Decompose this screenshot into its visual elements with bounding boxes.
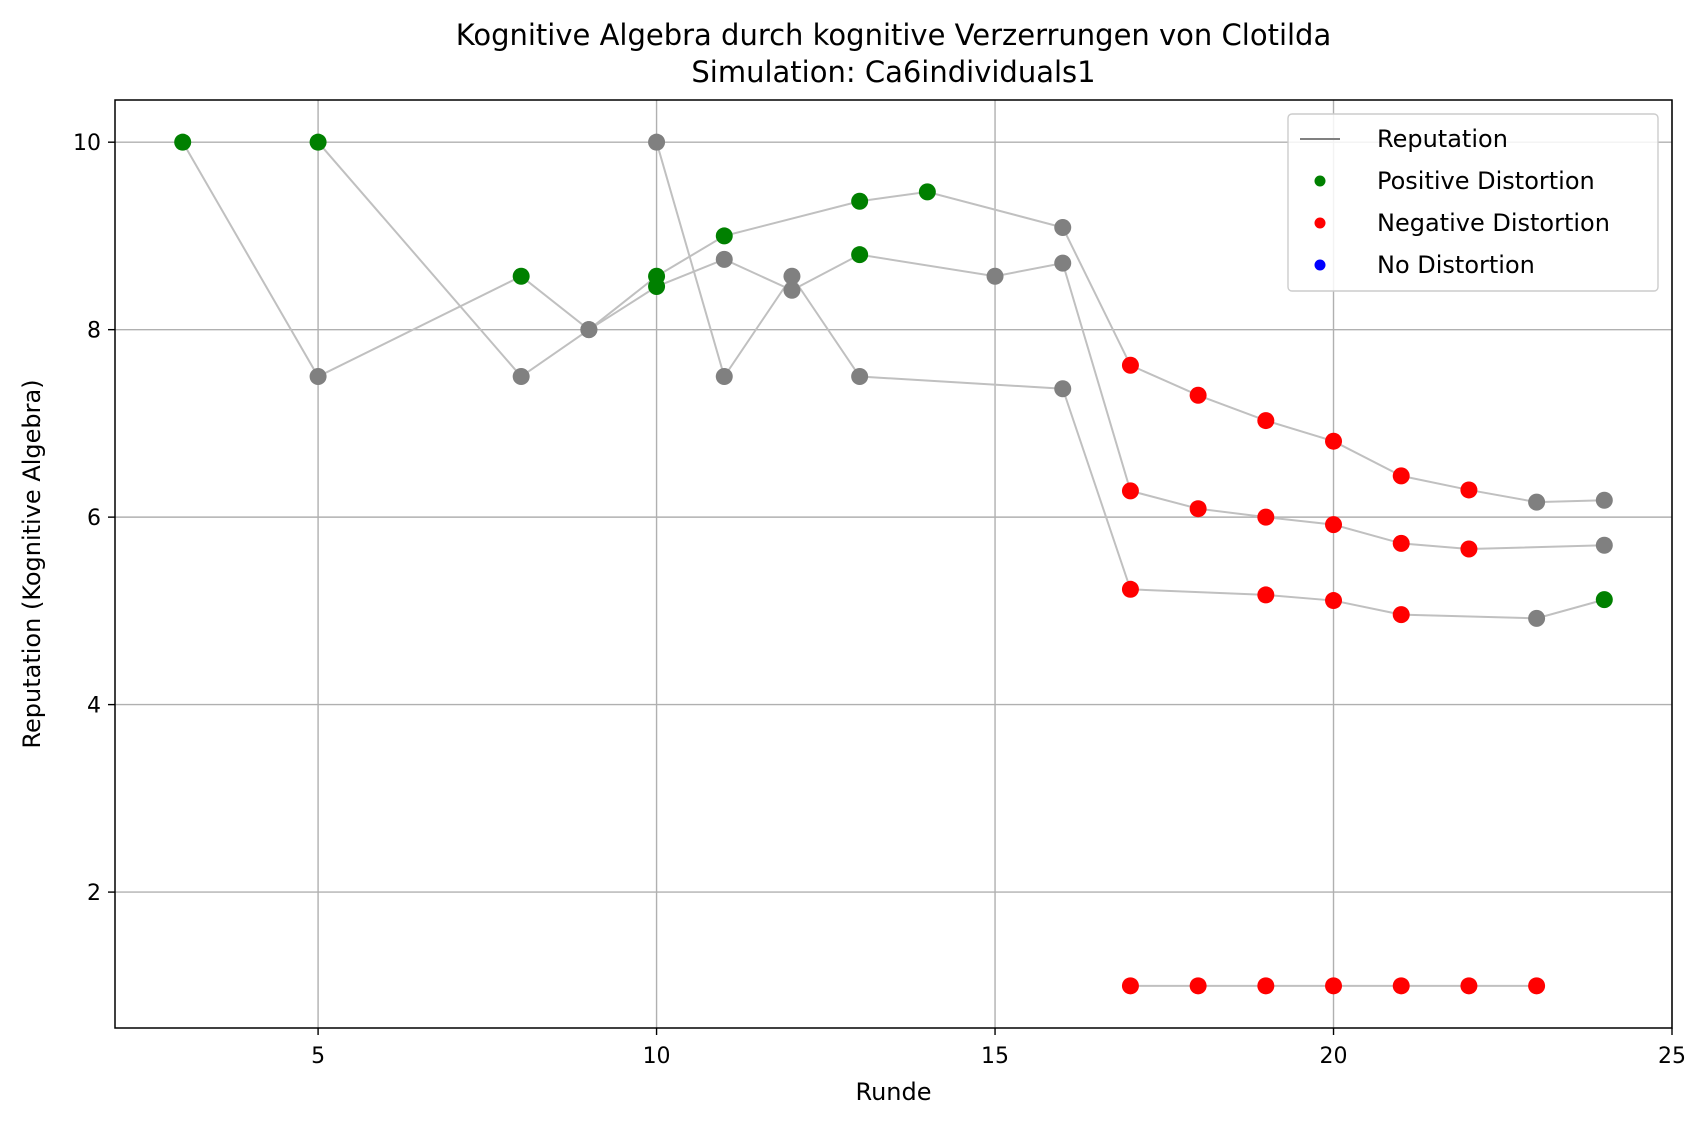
data-point xyxy=(1325,977,1343,995)
data-point xyxy=(1121,580,1139,598)
data-point xyxy=(648,133,666,151)
data-point xyxy=(1392,467,1410,485)
data-point xyxy=(309,133,327,151)
y-tick-label: 6 xyxy=(87,506,101,531)
data-point xyxy=(1460,540,1478,558)
legend-label: Reputation xyxy=(1377,125,1508,153)
data-point xyxy=(1325,592,1343,610)
data-point xyxy=(1325,516,1343,534)
x-tick-label: 20 xyxy=(1320,1044,1348,1069)
chart-title: Kognitive Algebra durch kognitive Verzer… xyxy=(456,18,1331,52)
y-tick-label: 8 xyxy=(87,319,101,344)
legend-label: Negative Distortion xyxy=(1377,209,1610,237)
chart-subtitle: Simulation: Ca6individuals1 xyxy=(691,55,1095,89)
data-point xyxy=(512,368,530,386)
data-point xyxy=(309,368,327,386)
data-point xyxy=(1595,491,1613,509)
data-point xyxy=(1392,534,1410,552)
y-axis-label: Reputation (Kognitive Algebra) xyxy=(18,379,46,748)
data-point xyxy=(1121,977,1139,995)
data-point xyxy=(1257,412,1275,430)
data-point xyxy=(918,183,936,201)
y-axis-ticks: 2 4 6 8 10 xyxy=(73,131,115,906)
data-point xyxy=(986,267,1004,285)
data-point xyxy=(851,192,869,210)
data-points xyxy=(174,133,1613,995)
legend-swatch xyxy=(1314,175,1326,187)
x-tick-label: 10 xyxy=(643,1044,671,1069)
data-point xyxy=(1460,481,1478,499)
data-point xyxy=(1189,500,1207,518)
data-point xyxy=(1054,380,1072,398)
x-tick-label: 25 xyxy=(1658,1044,1686,1069)
legend: Reputation Positive Distortion Negative Di… xyxy=(1287,113,1659,292)
data-point xyxy=(1460,977,1478,995)
y-tick-label: 4 xyxy=(87,694,101,719)
data-point xyxy=(783,281,801,299)
legend-label: Positive Distortion xyxy=(1377,167,1595,195)
data-point xyxy=(1528,609,1546,627)
data-point xyxy=(1392,606,1410,624)
legend-swatch xyxy=(1314,217,1326,229)
data-point xyxy=(851,246,869,264)
x-tick-label: 5 xyxy=(311,1044,325,1069)
data-point xyxy=(580,321,598,339)
data-point xyxy=(512,267,530,285)
data-point xyxy=(1528,493,1546,511)
x-axis-ticks: 5 10 15 20 25 xyxy=(311,1028,1686,1069)
data-point xyxy=(1054,218,1072,236)
legend-box xyxy=(1287,113,1659,292)
data-point xyxy=(1054,254,1072,272)
series-line-2 xyxy=(317,141,1605,504)
data-point xyxy=(715,250,733,268)
data-point xyxy=(1257,586,1275,604)
data-point xyxy=(1325,432,1343,450)
data-point xyxy=(648,267,666,285)
data-point xyxy=(1189,977,1207,995)
data-point xyxy=(1595,536,1613,554)
data-point xyxy=(1189,386,1207,404)
data-point xyxy=(174,133,192,151)
y-tick-label: 2 xyxy=(87,881,101,906)
legend-swatch xyxy=(1314,259,1326,271)
data-point xyxy=(1121,356,1139,374)
data-point xyxy=(715,368,733,386)
plot-frame xyxy=(114,99,1673,1029)
data-point xyxy=(851,368,869,386)
data-point xyxy=(1528,977,1546,995)
data-point xyxy=(1257,508,1275,526)
legend-label: No Distortion xyxy=(1377,251,1535,279)
data-point xyxy=(783,267,801,285)
data-point xyxy=(1392,977,1410,995)
data-point xyxy=(1121,482,1139,500)
data-point xyxy=(715,227,733,245)
y-tick-label: 10 xyxy=(73,131,101,156)
x-axis-label: Runde xyxy=(855,1078,931,1106)
data-point xyxy=(1595,591,1613,609)
x-tick-label: 15 xyxy=(981,1044,1009,1069)
data-point xyxy=(1257,977,1275,995)
